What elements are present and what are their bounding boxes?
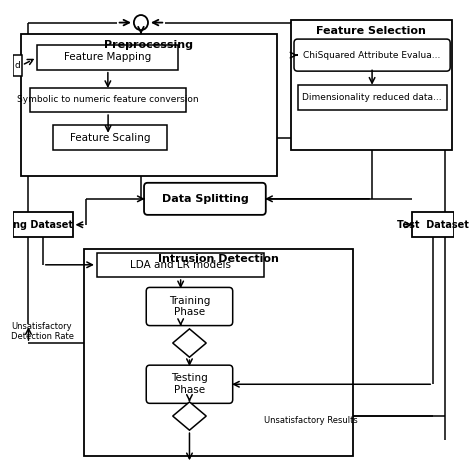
FancyBboxPatch shape: [37, 45, 178, 70]
FancyBboxPatch shape: [53, 125, 167, 150]
Text: Intrusion Detection: Intrusion Detection: [158, 255, 279, 264]
FancyBboxPatch shape: [83, 249, 353, 456]
Text: Test  Dataset: Test Dataset: [397, 220, 469, 230]
FancyBboxPatch shape: [294, 39, 450, 71]
FancyBboxPatch shape: [298, 85, 447, 110]
Text: ng Dataset: ng Dataset: [13, 220, 73, 230]
Text: Symbolic to numeric feature conversion: Symbolic to numeric feature conversion: [17, 95, 199, 104]
Circle shape: [134, 15, 148, 30]
Text: Feature Mapping: Feature Mapping: [64, 53, 152, 63]
Text: Training
Phase: Training Phase: [169, 296, 210, 317]
Text: Unsatisfactory
Detection Rate: Unsatisfactory Detection Rate: [11, 321, 74, 341]
Text: Unsatisfactory Results: Unsatisfactory Results: [264, 416, 358, 425]
FancyBboxPatch shape: [30, 88, 186, 112]
FancyBboxPatch shape: [97, 253, 264, 277]
Text: ChiSquared Attribute Evalua...: ChiSquared Attribute Evalua...: [303, 51, 441, 60]
Text: Feature Selection: Feature Selection: [317, 26, 426, 36]
Text: LDA and LR models: LDA and LR models: [130, 260, 231, 270]
FancyBboxPatch shape: [13, 55, 22, 76]
Text: Data Splitting: Data Splitting: [162, 194, 248, 204]
Text: Testing
Phase: Testing Phase: [171, 374, 208, 395]
Text: Feature Scaling: Feature Scaling: [70, 133, 150, 143]
FancyBboxPatch shape: [21, 35, 277, 176]
FancyBboxPatch shape: [13, 212, 73, 237]
FancyBboxPatch shape: [146, 287, 233, 326]
Polygon shape: [173, 402, 206, 430]
FancyBboxPatch shape: [412, 212, 454, 237]
Text: Dimensionality reduced data...: Dimensionality reduced data...: [302, 93, 442, 102]
FancyBboxPatch shape: [146, 365, 233, 403]
Text: Preprocessing: Preprocessing: [104, 40, 193, 50]
Polygon shape: [173, 329, 206, 357]
FancyBboxPatch shape: [291, 20, 452, 150]
Text: d: d: [15, 61, 20, 70]
FancyBboxPatch shape: [144, 183, 266, 215]
